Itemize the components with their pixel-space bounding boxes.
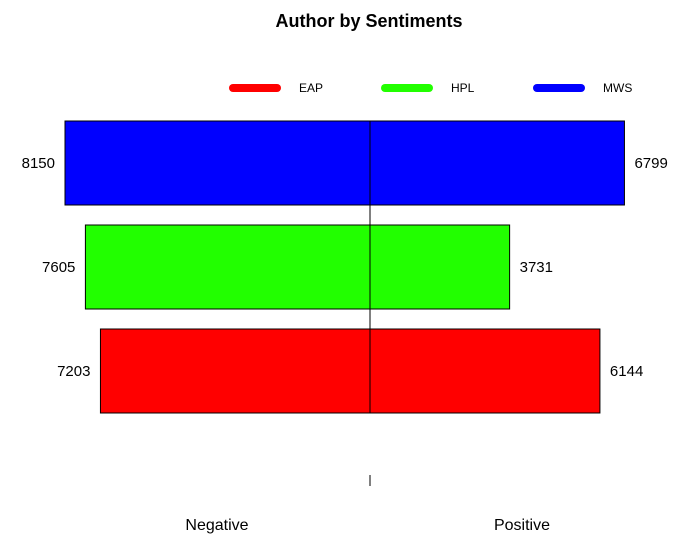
legend: EAP HPL MWS <box>229 81 632 95</box>
value-label-negative-hpl: 7605 <box>42 259 75 276</box>
bar-negative-hpl <box>84 224 371 310</box>
bar-positive-hpl <box>369 224 511 310</box>
bars: 7203 6144 7605 3731 8150 6799 <box>22 120 668 414</box>
legend-label-mws: MWS <box>603 81 632 95</box>
bar-positive-eap <box>369 328 601 414</box>
legend-label-hpl: HPL <box>451 81 475 95</box>
positive-axis-label: Positive <box>494 517 550 534</box>
chart-title: Author by Sentiments <box>275 11 462 31</box>
bar-negative-eap <box>99 328 371 414</box>
bar-negative-mws <box>64 120 371 206</box>
value-label-positive-mws: 6799 <box>634 155 667 172</box>
negative-axis-label: Negative <box>185 517 248 534</box>
value-label-negative-mws: 8150 <box>22 155 55 172</box>
bar-positive-mws <box>369 120 625 206</box>
value-label-positive-eap: 6144 <box>610 363 643 380</box>
value-label-negative-eap: 7203 <box>57 363 90 380</box>
value-label-positive-hpl: 3731 <box>520 259 553 276</box>
legend-label-eap: EAP <box>299 81 323 95</box>
